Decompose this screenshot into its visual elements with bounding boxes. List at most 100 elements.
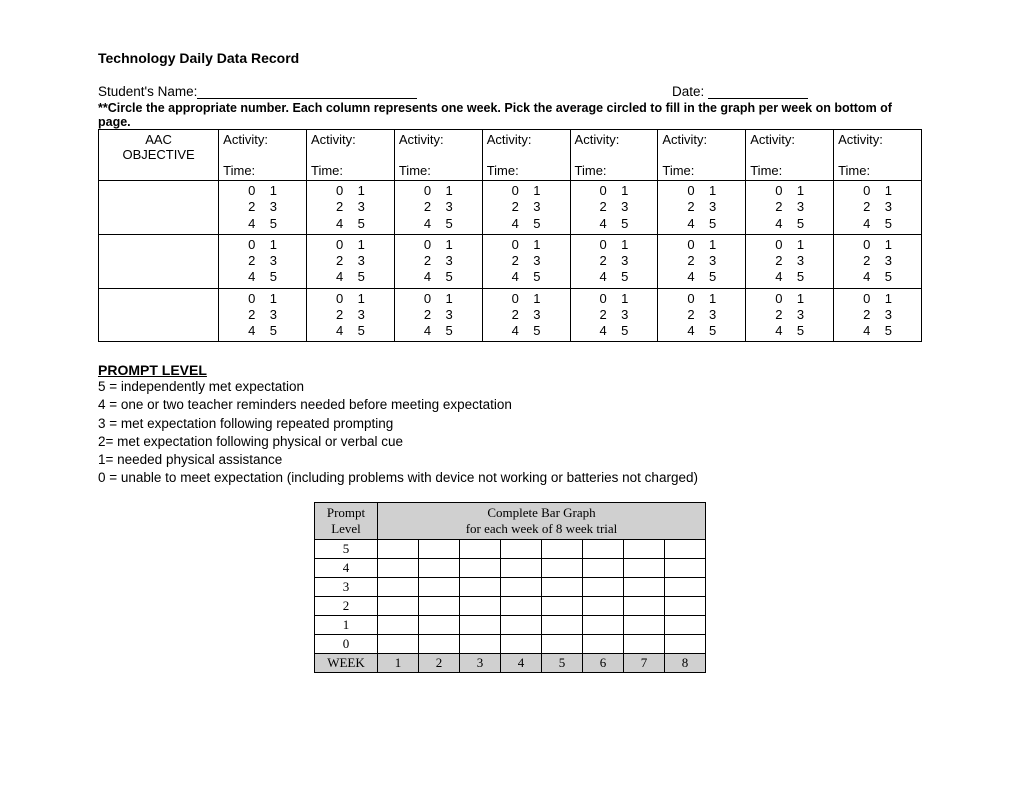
graph-cell[interactable] <box>501 596 542 615</box>
graph-cell[interactable] <box>419 615 460 634</box>
graph-level-row: 1 <box>315 615 706 634</box>
graph-cell[interactable] <box>542 615 583 634</box>
rating-cell[interactable]: 0 12 34 5 <box>394 288 482 342</box>
page-title: Technology Daily Data Record <box>98 50 922 66</box>
rating-cell[interactable]: 0 12 34 5 <box>746 234 834 288</box>
graph-cell[interactable] <box>419 558 460 577</box>
activity-label: Activity: <box>575 132 654 147</box>
graph-cell[interactable] <box>624 539 665 558</box>
graph-cell[interactable] <box>624 615 665 634</box>
graph-cell[interactable] <box>378 634 419 653</box>
graph-level-label: 3 <box>315 577 378 596</box>
graph-cell[interactable] <box>542 539 583 558</box>
prompt-level-header: PromptLevel <box>315 502 378 539</box>
rating-cell[interactable]: 0 12 34 5 <box>307 288 395 342</box>
rating-cell[interactable]: 0 12 34 5 <box>570 234 658 288</box>
graph-level-label: 0 <box>315 634 378 653</box>
graph-level-label: 5 <box>315 539 378 558</box>
graph-cell[interactable] <box>624 596 665 615</box>
time-label: Time: <box>311 163 343 178</box>
activity-header-cell: Activity:Time: <box>394 130 482 181</box>
rating-cell[interactable]: 0 12 34 5 <box>834 288 922 342</box>
graph-cell[interactable] <box>378 596 419 615</box>
graph-cell[interactable] <box>460 615 501 634</box>
rating-cell[interactable]: 0 12 34 5 <box>482 181 570 235</box>
student-name-field: Student's Name: <box>98 84 672 99</box>
rating-cell[interactable]: 0 12 34 5 <box>658 181 746 235</box>
graph-cell[interactable] <box>419 634 460 653</box>
graph-cell[interactable] <box>419 577 460 596</box>
activity-label: Activity: <box>662 132 741 147</box>
activity-label: Activity: <box>311 132 390 147</box>
graph-cell[interactable] <box>501 577 542 596</box>
activity-label: Activity: <box>399 132 478 147</box>
graph-cell[interactable] <box>460 634 501 653</box>
graph-cell[interactable] <box>624 558 665 577</box>
graph-cell[interactable] <box>542 577 583 596</box>
rating-cell[interactable]: 0 12 34 5 <box>219 234 307 288</box>
graph-cell[interactable] <box>542 558 583 577</box>
time-label: Time: <box>575 163 607 178</box>
rating-cell[interactable]: 0 12 34 5 <box>746 181 834 235</box>
graph-cell[interactable] <box>460 558 501 577</box>
graph-week-number: 7 <box>624 653 665 672</box>
graph-cell[interactable] <box>665 634 706 653</box>
rating-cell[interactable]: 0 12 34 5 <box>219 288 307 342</box>
graph-cell[interactable] <box>378 539 419 558</box>
graph-cell[interactable] <box>542 634 583 653</box>
rating-cell[interactable]: 0 12 34 5 <box>658 288 746 342</box>
table-row: 0 12 34 50 12 34 50 12 34 50 12 34 50 12… <box>99 288 922 342</box>
graph-cell[interactable] <box>665 596 706 615</box>
graph-cell[interactable] <box>460 577 501 596</box>
rating-cell[interactable]: 0 12 34 5 <box>834 234 922 288</box>
prompt-level-item: 5 = independently met expectation <box>98 378 922 396</box>
rating-cell[interactable]: 0 12 34 5 <box>570 181 658 235</box>
graph-week-number: 6 <box>583 653 624 672</box>
graph-cell[interactable] <box>419 596 460 615</box>
rating-cell[interactable]: 0 12 34 5 <box>570 288 658 342</box>
graph-cell[interactable] <box>583 577 624 596</box>
graph-cell[interactable] <box>501 615 542 634</box>
graph-cell[interactable] <box>419 539 460 558</box>
graph-cell[interactable] <box>501 634 542 653</box>
graph-cell[interactable] <box>501 558 542 577</box>
rating-cell[interactable]: 0 12 34 5 <box>834 181 922 235</box>
prompt-level-item: 3 = met expectation following repeated p… <box>98 415 922 433</box>
graph-week-number: 8 <box>665 653 706 672</box>
graph-cell[interactable] <box>583 596 624 615</box>
time-label: Time: <box>838 163 870 178</box>
header-row: Student's Name: Date: <box>98 84 922 99</box>
objective-cell <box>99 288 219 342</box>
activity-header-cell: Activity: Time: <box>307 130 395 181</box>
graph-level-row: 0 <box>315 634 706 653</box>
graph-cell[interactable] <box>460 596 501 615</box>
graph-cell[interactable] <box>542 596 583 615</box>
rating-cell[interactable]: 0 12 34 5 <box>658 234 746 288</box>
graph-cell[interactable] <box>624 577 665 596</box>
graph-cell[interactable] <box>378 558 419 577</box>
rating-cell[interactable]: 0 12 34 5 <box>394 234 482 288</box>
rating-cell[interactable]: 0 12 34 5 <box>307 181 395 235</box>
graph-cell[interactable] <box>501 539 542 558</box>
graph-cell[interactable] <box>378 615 419 634</box>
graph-cell[interactable] <box>583 615 624 634</box>
graph-cell[interactable] <box>665 577 706 596</box>
graph-cell[interactable] <box>583 539 624 558</box>
rating-cell[interactable]: 0 12 34 5 <box>482 288 570 342</box>
table-header-row: AAC OBJECTIVE Activity:Time:Activity:Tim… <box>99 130 922 181</box>
graph-week-number: 4 <box>501 653 542 672</box>
rating-cell[interactable]: 0 12 34 5 <box>219 181 307 235</box>
graph-cell[interactable] <box>665 558 706 577</box>
graph-cell[interactable] <box>460 539 501 558</box>
rating-cell[interactable]: 0 12 34 5 <box>307 234 395 288</box>
rating-cell[interactable]: 0 12 34 5 <box>746 288 834 342</box>
graph-cell[interactable] <box>624 634 665 653</box>
graph-cell[interactable] <box>583 634 624 653</box>
rating-cell[interactable]: 0 12 34 5 <box>482 234 570 288</box>
graph-cell[interactable] <box>378 577 419 596</box>
objective-cell <box>99 234 219 288</box>
graph-cell[interactable] <box>583 558 624 577</box>
rating-cell[interactable]: 0 12 34 5 <box>394 181 482 235</box>
graph-cell[interactable] <box>665 539 706 558</box>
graph-cell[interactable] <box>665 615 706 634</box>
